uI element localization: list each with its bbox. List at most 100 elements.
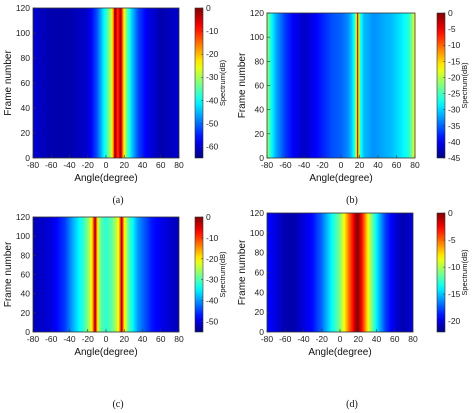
x-tick-label: -20 — [82, 160, 95, 170]
colorbar-tick-label: -15 — [448, 289, 461, 299]
y-tick-label: 40 — [21, 103, 31, 113]
y-tick-label: 100 — [250, 228, 264, 238]
x-tick-label: -40 — [63, 334, 76, 344]
x-tick-label: -20 — [316, 160, 329, 170]
y-tick-label: 0 — [25, 327, 30, 337]
x-tick-label: 80 — [174, 160, 184, 170]
x-tick-label: 60 — [392, 160, 402, 170]
y-tick-label: 20 — [255, 129, 265, 139]
panel-caption: (b) — [346, 195, 358, 206]
panel-caption: (d) — [346, 399, 358, 410]
colorbar-label: Spectrum(dB) — [218, 59, 227, 106]
y-tick-label: 100 — [16, 231, 30, 241]
colorbar-tick-label: 0 — [206, 212, 211, 222]
y-tick-label: 60 — [21, 270, 31, 280]
y-tick-label: 40 — [255, 105, 265, 115]
heatmap-image — [267, 13, 415, 158]
y-tick-label: 60 — [21, 78, 31, 88]
panel-c: -80 -60 -40 -20 0 20 40 60 80 0 20 40 60 80 100 120 Angl… — [3, 212, 227, 410]
y-tick-label: 0 — [259, 327, 264, 337]
x-axis-label: Angle(degree) — [309, 173, 372, 184]
colorbar — [436, 12, 446, 159]
colorbar-tick-label: 0 — [448, 8, 453, 18]
x-tick-label: -80 — [27, 334, 40, 344]
y-tick-label: 120 — [16, 212, 30, 222]
heatmap-image — [33, 8, 179, 158]
x-tick-label: -20 — [316, 334, 329, 344]
colorbar-label: Spectrum(dB) — [460, 249, 469, 296]
colorbar-tick-label: -10 — [206, 26, 219, 36]
x-tick-label: 40 — [138, 160, 148, 170]
x-tick-label: -40 — [298, 160, 311, 170]
x-tick-label: -60 — [279, 334, 292, 344]
x-tick-label: 20 — [355, 160, 365, 170]
x-tick-label: -80 — [27, 160, 40, 170]
x-tick-label: 40 — [372, 334, 382, 344]
panel-d: -80 -60 -40 -20 0 20 40 60 80 0 20 40 60 80 100 120 Angl… — [237, 208, 469, 410]
x-axis-label: Angle(degree) — [308, 347, 371, 358]
colorbar — [194, 216, 204, 333]
colorbar-tick-label: -35 — [448, 121, 461, 131]
x-tick-label: 0 — [338, 334, 343, 344]
x-tick-label: 60 — [156, 334, 166, 344]
x-axis-label: Angle(degree) — [74, 173, 137, 184]
x-tick-label: 20 — [354, 334, 364, 344]
y-tick-label: 20 — [21, 128, 31, 138]
x-axis-label: Angle(degree) — [74, 347, 137, 358]
colorbar-tick-label: -40 — [206, 296, 219, 306]
colorbar-tick-label: -40 — [448, 137, 461, 147]
y-tick-label: 100 — [16, 28, 30, 38]
colorbar-tick-label: -25 — [448, 89, 461, 99]
x-tick-label: 40 — [373, 160, 383, 170]
colorbar-tick-label: -45 — [448, 153, 461, 163]
colorbar-tick-label: -5 — [448, 24, 456, 34]
y-axis-label: Frame number — [3, 241, 14, 307]
colorbar-tick-label: -20 — [448, 316, 461, 326]
y-axis-label: Frame number — [237, 239, 248, 305]
y-axis-label: Frame number — [3, 50, 14, 116]
x-tick-label: 80 — [408, 334, 418, 344]
y-tick-label: 120 — [250, 8, 264, 18]
y-tick-label: 120 — [16, 3, 30, 13]
colorbar-tick-label: 0 — [448, 208, 453, 218]
y-tick-label: 80 — [255, 248, 265, 258]
y-tick-label: 80 — [255, 56, 265, 66]
colorbar-tick-label: -10 — [448, 262, 461, 272]
x-tick-label: -40 — [297, 334, 310, 344]
colorbar-label: Spectrum(dB) — [460, 62, 469, 109]
x-tick-label: 60 — [390, 334, 400, 344]
x-tick-label: 80 — [174, 334, 184, 344]
colorbar-tick-label: -30 — [206, 72, 219, 82]
colorbar-tick-label: -60 — [206, 141, 219, 151]
y-tick-label: 80 — [21, 250, 31, 260]
colorbar-tick-label: -10 — [206, 233, 219, 243]
panel-a: -80 -60 -40 -20 0 20 40 60 80 0 20 40 60 80 100 120 Angl… — [3, 3, 227, 206]
x-tick-label: -60 — [279, 160, 292, 170]
y-tick-label: 0 — [25, 153, 30, 163]
x-tick-label: 0 — [104, 334, 109, 344]
x-tick-label: 20 — [120, 334, 130, 344]
x-tick-label: 60 — [156, 160, 166, 170]
x-tick-label: -80 — [261, 334, 274, 344]
colorbar-tick-label: -10 — [448, 40, 461, 50]
colorbar-tick-label: -15 — [448, 56, 461, 66]
y-tick-label: 60 — [255, 268, 265, 278]
x-tick-label: 0 — [104, 160, 109, 170]
colorbar-tick-label: -30 — [206, 275, 219, 285]
heatmap-image — [267, 213, 413, 332]
colorbar-tick-label: -50 — [206, 118, 219, 128]
x-tick-label: 0 — [339, 160, 344, 170]
colorbar-tick-label: -20 — [206, 254, 219, 264]
colorbar-tick-label: -20 — [206, 49, 219, 59]
x-tick-label: -40 — [63, 160, 76, 170]
y-tick-label: 80 — [21, 53, 31, 63]
x-tick-label: 40 — [138, 334, 148, 344]
colorbar — [436, 212, 446, 333]
y-tick-label: 100 — [250, 32, 264, 42]
y-tick-label: 40 — [255, 287, 265, 297]
colorbar-tick-label: -40 — [206, 95, 219, 105]
y-tick-label: 20 — [255, 307, 265, 317]
x-tick-label: 80 — [410, 160, 420, 170]
colorbar-tick-label: 0 — [206, 3, 211, 13]
